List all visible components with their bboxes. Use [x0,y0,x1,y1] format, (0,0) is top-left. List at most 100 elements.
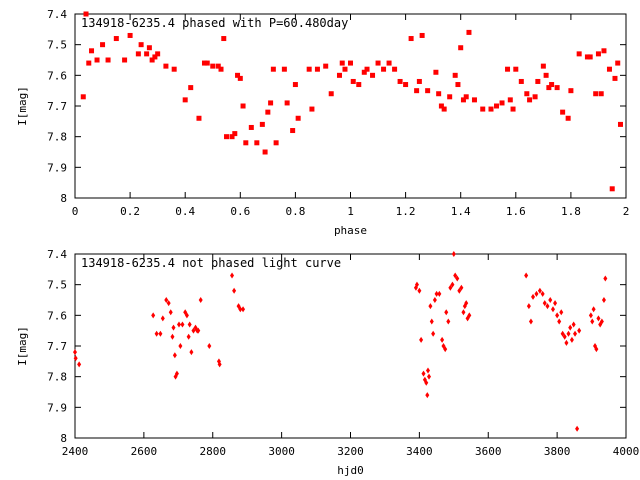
data-point [268,100,274,106]
x-tick-label: 0 [72,205,79,218]
data-point [591,306,596,313]
data-point [172,352,177,359]
data-point [527,97,533,103]
data-point [510,106,516,112]
data-point [348,60,353,66]
data-point [535,78,541,84]
data-point [196,115,202,121]
data-point [513,66,519,72]
data-point [370,72,376,78]
data-point [144,51,150,57]
data-point [453,272,458,279]
data-point [427,373,432,380]
y-tick-label: 7.9 [47,401,67,414]
data-point [528,318,533,325]
data-point [545,303,550,310]
x-tick-label: 1.6 [506,205,526,218]
data-point [184,312,189,319]
data-point [229,134,235,140]
data-point [540,63,546,69]
data-point [207,343,212,349]
y-axis-label: I[mag] [16,326,29,366]
data-point [594,346,599,353]
data-point [425,392,430,399]
data-point [606,66,612,72]
data-point [434,290,439,297]
data-point [94,57,100,63]
x-tick-label: 3400 [406,445,433,458]
data-point [364,66,370,72]
data-point [499,100,505,106]
data-point [573,330,578,337]
data-point [259,121,265,127]
data-point [546,85,552,91]
data-point [273,140,279,146]
data-point [532,94,538,100]
x-axis-label: hjd0 [337,464,364,477]
y-tick-label: 8 [60,192,67,205]
data-point [562,333,567,340]
data-point [464,300,469,307]
data-point [433,69,439,75]
data-point [460,97,466,103]
data-point [408,36,414,42]
data-point [180,321,185,328]
data-point [166,300,171,307]
data-point [281,66,287,72]
y-axis-label: I[mag] [16,86,29,126]
data-point [217,361,222,368]
data-point [154,330,159,337]
data-point [471,97,477,103]
data-point [598,91,604,97]
data-point [463,94,469,100]
data-point [534,290,539,297]
data-point [566,330,571,337]
data-point [569,336,574,343]
x-axis-label: phase [334,224,367,237]
data-point [596,315,601,322]
data-point [447,94,453,100]
data-point [599,318,604,325]
data-point [146,45,152,51]
data-point [381,66,387,72]
x-tick-label: 3000 [268,445,295,458]
data-point [237,75,243,81]
data-point [210,63,216,69]
data-point [505,66,511,72]
data-point [553,300,558,307]
data-point [448,284,453,291]
data-point [105,57,111,63]
data-point [609,186,615,192]
y-tick-label: 7.5 [47,39,67,52]
data-point [89,48,95,54]
data-point [243,140,249,146]
data-point [564,339,569,346]
data-point [524,91,530,97]
data-point [480,106,486,112]
data-point [617,121,623,127]
y-tick-label: 7.8 [47,131,67,144]
data-point [158,330,163,337]
data-point [419,336,424,343]
phased-chart-title: 134918-6235.4 phased with P=60.480day [81,16,348,30]
data-point [438,103,444,109]
data-point [488,106,494,112]
data-point [171,66,177,72]
y-tick-label: 7.8 [47,371,67,384]
data-point [100,42,106,48]
data-point [356,82,362,88]
data-point [466,29,472,35]
data-point [328,91,334,97]
data-point [178,343,183,349]
data-point [467,312,472,319]
data-point [295,115,301,121]
data-point [542,300,547,307]
data-point [113,36,119,42]
y-tick-label: 7.6 [47,69,67,82]
data-point [526,303,531,310]
phased-plot-panel: 0 0.2 0.4 0.6 0.8 1 1.2 1.4 1.6 1.8 2 7.4 7.5 7.6 7.7 7… [16,8,629,237]
x-tick-label: 0.4 [175,205,195,218]
data-point [543,72,549,78]
y-tick-label: 7.4 [47,248,67,261]
